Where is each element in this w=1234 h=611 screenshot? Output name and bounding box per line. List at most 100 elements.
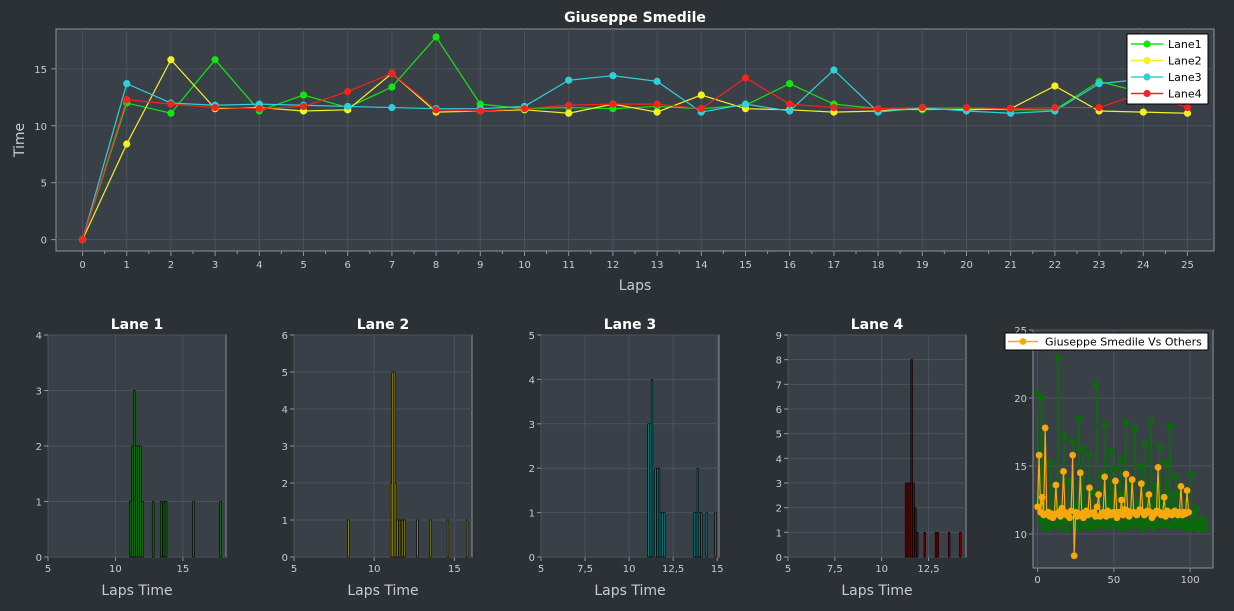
- data-point-lane4: [830, 103, 838, 112]
- data-point-lane4: [609, 100, 617, 108]
- main-x-tick-label: 15: [739, 260, 752, 271]
- main-y-tick-label: 15: [34, 65, 47, 76]
- lane1-title: Lane 1: [111, 317, 163, 333]
- data-point-others: [1060, 432, 1068, 440]
- data-point-lane4: [211, 103, 219, 112]
- lane3-x-tick-label: 15: [711, 564, 724, 575]
- data-point-lane3: [786, 107, 794, 115]
- lane4-bar: [904, 482, 908, 558]
- data-point-others: [1106, 518, 1114, 526]
- histogram-lane4: 5 7,5 10 12,5 0 1 2 3 4 5 6 7 8 9 Lane 4 Laps Time: [776, 317, 967, 599]
- data-point-others: [1125, 523, 1133, 531]
- data-point-lane1: [211, 56, 219, 64]
- data-point-giuseppe-smedile: [1076, 469, 1084, 477]
- main-plot-area: [55, 28, 1215, 252]
- data-point-lane3: [609, 72, 617, 80]
- data-point-giuseppe-smedile: [1118, 496, 1125, 504]
- lane1-x-tick-label: 5: [45, 564, 51, 575]
- lane2-bar: [416, 519, 419, 558]
- data-point-lane4: [1007, 105, 1015, 113]
- data-point-others: [1156, 443, 1164, 451]
- lane1-bar: [133, 390, 136, 558]
- lane1-x-axis-label: Laps Time: [101, 583, 172, 599]
- data-point-giuseppe-smedile: [1154, 463, 1162, 471]
- data-point-giuseppe-smedile: [1119, 511, 1127, 519]
- lane4-y-tick-label: 4: [776, 454, 782, 465]
- data-point-lane3: [565, 76, 573, 84]
- main-x-tick-label: 8: [433, 260, 439, 271]
- lane3-y-tick-label: 4: [529, 375, 535, 386]
- main-x-tick-label: 3: [212, 260, 218, 271]
- data-point-lane2: [1139, 108, 1147, 116]
- comparison-legend-marker: [1019, 338, 1027, 345]
- comparison-y-tick-label: 15: [1014, 462, 1027, 473]
- main-y-axis-label: Time: [12, 123, 28, 158]
- data-point-giuseppe-smedile: [1052, 481, 1060, 489]
- data-point-others: [1122, 419, 1130, 426]
- main-x-tick-label: 12: [607, 260, 620, 271]
- comparison-plot-area: [1032, 329, 1214, 569]
- lane1-y-tick-label: 2: [36, 442, 42, 453]
- data-point-others: [1107, 447, 1115, 455]
- lane4-bar: [959, 532, 962, 558]
- lane1-y-tick-label: 4: [36, 331, 42, 342]
- lane2-bar: [398, 519, 401, 558]
- lane2-title: Lane 2: [357, 317, 409, 333]
- lane3-bar: [705, 512, 708, 558]
- data-point-others: [1037, 517, 1044, 524]
- lane1-bar: [137, 445, 140, 558]
- data-point-lane4: [167, 100, 175, 108]
- data-point-lane1: [299, 91, 308, 99]
- data-point-others: [1063, 526, 1071, 534]
- lane2-bar: [396, 519, 399, 558]
- data-point-others: [1069, 438, 1077, 445]
- data-point-others: [1172, 473, 1180, 481]
- data-point-giuseppe-smedile: [1095, 491, 1102, 498]
- lane2-bar: [347, 519, 350, 558]
- data-point-lane4: [565, 101, 573, 109]
- legend-marker-lane2: [1143, 56, 1151, 65]
- lane3-y-tick-label: 2: [529, 464, 535, 475]
- histogram-lane3: 5 7,5 10 12,5 15 0 1 2 3 4 5 Lane 3 Laps Time: [529, 317, 724, 599]
- comparison-y-tick-label: 25: [1014, 326, 1027, 337]
- lane1-bar: [219, 501, 222, 558]
- lane4-bar: [910, 359, 913, 558]
- data-point-lane4: [653, 100, 661, 108]
- data-point-others: [1147, 417, 1155, 425]
- legend-marker-lane3: [1143, 73, 1151, 81]
- main-x-tick-label: 6: [345, 260, 351, 271]
- lane4-y-tick-label: 0: [776, 553, 782, 564]
- data-point-lane2: [1051, 82, 1059, 90]
- lane4-bar: [923, 532, 926, 558]
- data-point-giuseppe-smedile: [1137, 480, 1145, 488]
- data-point-others: [1101, 421, 1109, 429]
- data-point-others: [1116, 455, 1124, 463]
- data-point-lane2: [167, 56, 175, 64]
- lane2-x-tick-label: 15: [448, 564, 461, 575]
- lane4-x-tick-label: 5: [785, 564, 791, 575]
- lane3-bar: [657, 467, 661, 558]
- lane4-y-tick-label: 7: [776, 380, 782, 391]
- data-point-others: [1104, 497, 1112, 505]
- data-point-others: [1047, 459, 1055, 467]
- data-point-giuseppe-smedile: [1057, 512, 1064, 520]
- data-point-lane3: [1095, 80, 1103, 88]
- lane3-bar: [659, 512, 662, 558]
- data-point-giuseppe-smedile: [1066, 514, 1074, 522]
- series-line-lane4: [81, 72, 1188, 240]
- lane1-bar: [151, 501, 155, 558]
- data-point-others: [1040, 523, 1047, 531]
- lane4-x-tick-label: 10: [875, 564, 888, 575]
- lane4-bar: [947, 532, 951, 558]
- data-point-lane3: [123, 80, 131, 88]
- lane2-bar: [401, 519, 404, 558]
- legend-label-lane3: Lane3: [1168, 71, 1202, 84]
- comparison-x-tick-label: 50: [1107, 575, 1120, 586]
- data-point-lane4: [1051, 103, 1059, 112]
- lane3-y-tick-label: 1: [529, 509, 535, 520]
- lane1-bar: [160, 501, 163, 558]
- lane3-bar: [663, 512, 666, 558]
- lane4-x-tick-label: 12,5: [917, 564, 939, 575]
- main-x-tick-label: 4: [256, 260, 262, 271]
- data-point-giuseppe-smedile: [1086, 484, 1093, 492]
